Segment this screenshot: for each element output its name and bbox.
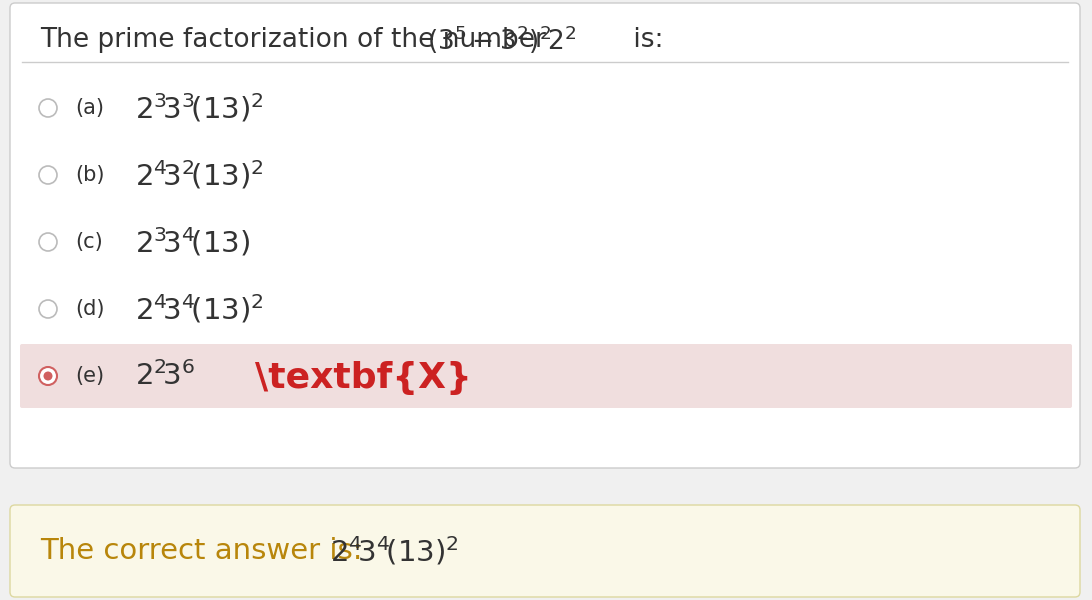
Text: (d): (d) bbox=[75, 299, 105, 319]
Text: $2^2\!3^6$: $2^2\!3^6$ bbox=[135, 361, 195, 391]
Circle shape bbox=[39, 233, 57, 251]
Circle shape bbox=[39, 99, 57, 117]
Text: $2^3\!3^3\!(13)^2$: $2^3\!3^3\!(13)^2$ bbox=[135, 92, 263, 124]
Circle shape bbox=[39, 166, 57, 184]
Text: \textbf{X}: \textbf{X} bbox=[256, 361, 472, 395]
FancyBboxPatch shape bbox=[10, 505, 1080, 597]
Circle shape bbox=[39, 367, 57, 385]
Text: $(3^5 - 3^2)^2\!2^2$: $(3^5 - 3^2)^2\!2^2$ bbox=[427, 24, 577, 56]
Text: (b): (b) bbox=[75, 165, 105, 185]
FancyBboxPatch shape bbox=[10, 3, 1080, 468]
Text: (e): (e) bbox=[75, 366, 104, 386]
Text: The prime factorization of the number: The prime factorization of the number bbox=[40, 27, 555, 53]
Text: (a): (a) bbox=[75, 98, 104, 118]
Circle shape bbox=[39, 300, 57, 318]
Text: $2^4\!3^4\!(13)^2$: $2^4\!3^4\!(13)^2$ bbox=[330, 535, 459, 568]
Text: The correct answer is:: The correct answer is: bbox=[40, 537, 371, 565]
Text: (c): (c) bbox=[75, 232, 103, 252]
FancyBboxPatch shape bbox=[20, 344, 1072, 408]
Circle shape bbox=[44, 371, 52, 380]
Text: $2^4\!3^4\!(13)^2$: $2^4\!3^4\!(13)^2$ bbox=[135, 293, 263, 325]
Text: $2^3\!3^4\!(13)$: $2^3\!3^4\!(13)$ bbox=[135, 226, 250, 259]
Text: $2^4\!3^2\!(13)^2$: $2^4\!3^2\!(13)^2$ bbox=[135, 158, 263, 191]
Text: is:: is: bbox=[625, 27, 664, 53]
